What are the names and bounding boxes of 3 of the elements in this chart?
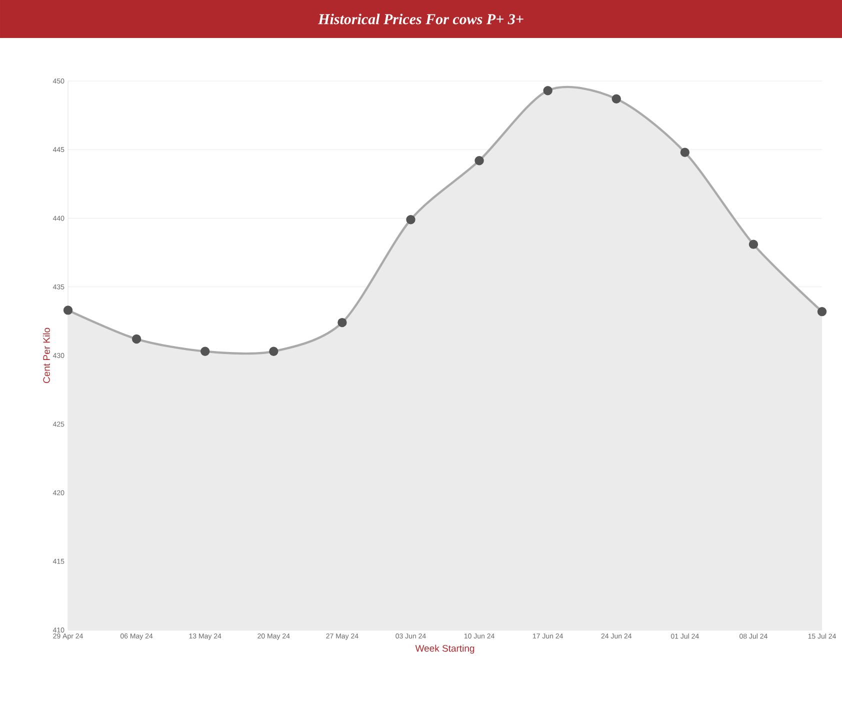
y-axis-title: Cent Per Kilo	[42, 328, 50, 383]
chart-title: Historical Prices For cows P+ 3+	[318, 14, 524, 24]
x-axis-title: Week Starting	[415, 644, 474, 654]
